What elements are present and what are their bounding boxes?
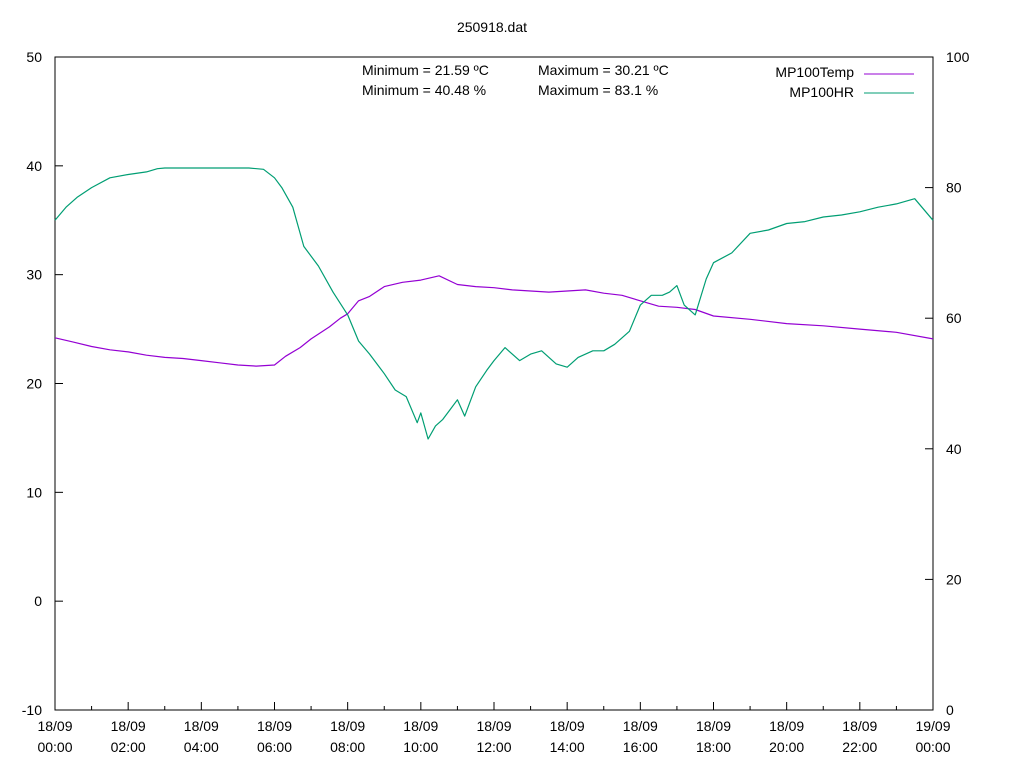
- series-line-mp100hr: [54, 167, 934, 440]
- right-axis-tick-label: 20: [946, 571, 962, 587]
- x-axis-tick-label-date: 18/09: [550, 718, 585, 734]
- legend: MP100Temp MP100HR: [775, 64, 914, 100]
- x-axis-tick-label-time: 18:00: [696, 739, 731, 755]
- x-axis-tick-label-date: 18/09: [111, 718, 146, 734]
- x-axis-tick-label-date: 18/09: [257, 718, 292, 734]
- left-axis-tick-label: 30: [26, 267, 42, 283]
- left-axis-tick-label: 50: [26, 49, 42, 65]
- right-axis-tick-label: 80: [946, 180, 962, 196]
- x-axis-tick-label-date: 18/09: [184, 718, 219, 734]
- x-axis-tick-label-date: 18/09: [769, 718, 804, 734]
- chart-title: 250918.dat: [457, 19, 527, 35]
- x-axis-tick-label-time: 08:00: [330, 739, 365, 755]
- left-axis-tick-label: 40: [26, 158, 42, 174]
- left-axis-tick-label: -10: [22, 702, 42, 718]
- x-axis-tick-label-date: 18/09: [696, 718, 731, 734]
- x-axis-tick-label-time: 22:00: [842, 739, 877, 755]
- x-axis-tick-label-date: 19/09: [915, 718, 950, 734]
- right-axis-tick-label: 100: [946, 49, 970, 65]
- x-axis-tick-label-time: 12:00: [476, 739, 511, 755]
- left-axis-tick-label: 10: [26, 484, 42, 500]
- left-axis-ticks: -10 0 10 20 30 40 50: [22, 49, 63, 718]
- right-axis-ticks: 0 20 40 60 80 100: [925, 49, 970, 718]
- legend-hr-label: MP100HR: [789, 84, 854, 100]
- left-axis-tick-label: 20: [26, 376, 42, 392]
- x-axis-tick-label-time: 10:00: [403, 739, 438, 755]
- series-line-mp100temp: [54, 275, 934, 367]
- x-axis-tick-label-date: 18/09: [37, 718, 72, 734]
- annotations: Minimum = 21.59 ºC Maximum = 30.21 ºC Mi…: [362, 62, 669, 98]
- temp-minimum-label: Minimum = 21.59 ºC: [362, 62, 489, 78]
- plot-border: [54, 56, 934, 711]
- right-axis-tick-label: 60: [946, 310, 962, 326]
- hr-minimum-label: Minimum = 40.48 %: [362, 82, 486, 98]
- x-axis-tick-label-time: 02:00: [111, 739, 146, 755]
- x-axis-tick-label-time: 20:00: [769, 739, 804, 755]
- x-axis-tick-label-date: 18/09: [330, 718, 365, 734]
- x-axis-tick-label-time: 06:00: [257, 739, 292, 755]
- x-axis-tick-label-time: 04:00: [184, 739, 219, 755]
- x-axis-tick-label-date: 18/09: [403, 718, 438, 734]
- right-axis-tick-label: 0: [946, 702, 954, 718]
- x-axis-tick-label-date: 18/09: [623, 718, 658, 734]
- x-axis-ticks: 18/09 00:00 18/09 02:00 18/09 04:00 18/09 06:00…: [37, 702, 951, 755]
- legend-temp-label: MP100Temp: [775, 64, 854, 80]
- x-axis-tick-label-time: 14:00: [550, 739, 585, 755]
- x-axis-tick-label-time: 00:00: [37, 739, 72, 755]
- series-layer: [54, 167, 934, 440]
- hr-maximum-label: Maximum = 83.1 %: [538, 82, 658, 98]
- temp-maximum-label: Maximum = 30.21 ºC: [538, 62, 669, 78]
- right-axis-tick-label: 40: [946, 441, 962, 457]
- left-axis-tick-label: 0: [34, 593, 42, 609]
- x-axis-tick-label-date: 18/09: [842, 718, 877, 734]
- x-axis-tick-label-time: 00:00: [915, 739, 950, 755]
- x-axis-tick-label-time: 16:00: [623, 739, 658, 755]
- x-axis-tick-label-date: 18/09: [476, 718, 511, 734]
